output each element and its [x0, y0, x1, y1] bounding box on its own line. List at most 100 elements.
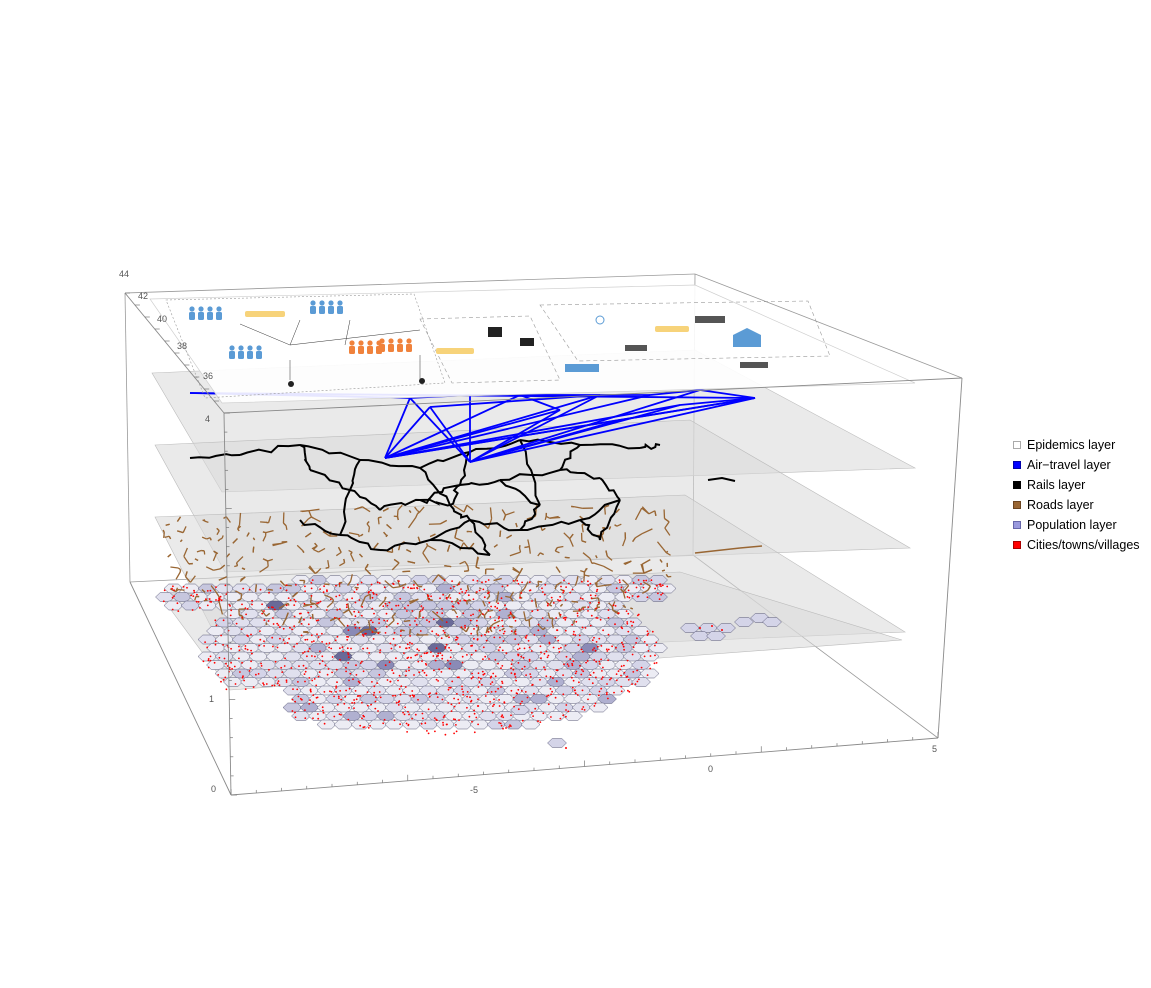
city-dot [513, 705, 515, 708]
city-dot [371, 596, 374, 599]
city-dot [325, 642, 328, 645]
city-dot [354, 623, 356, 626]
city-dot [293, 645, 295, 648]
road-segment [201, 589, 206, 593]
city-dot [497, 617, 500, 620]
road-segment [185, 576, 191, 583]
city-dot [197, 601, 200, 603]
rail-line [519, 504, 541, 531]
road-segment [444, 564, 452, 568]
city-dot [214, 619, 217, 622]
city-dot [542, 712, 545, 715]
rail-line [520, 519, 581, 531]
city-dot [344, 695, 347, 698]
city-dot [450, 710, 453, 712]
road-segment [298, 616, 303, 624]
city-dot [517, 688, 520, 691]
city-dot [587, 580, 589, 583]
x-tick-label: -5 [470, 785, 478, 795]
population-hex [257, 677, 277, 687]
city-dot [411, 717, 413, 720]
city-dot [302, 652, 304, 654]
city-dot [287, 597, 290, 599]
road-segment [179, 539, 183, 543]
city-dot [499, 629, 501, 632]
city-dot [607, 648, 610, 651]
city-dot [225, 662, 227, 665]
city-dot [347, 652, 349, 654]
city-dot [219, 595, 222, 598]
city-dot [399, 646, 401, 648]
road-segment [549, 515, 559, 519]
city-dot [289, 626, 291, 629]
city-dot [453, 697, 455, 700]
city-dot [263, 683, 265, 686]
population-hex [393, 677, 413, 687]
x-tick-label: 5 [932, 744, 937, 754]
city-dot [626, 621, 629, 623]
city-dot [600, 678, 603, 680]
city-dot [473, 637, 475, 640]
city-dot [456, 676, 459, 679]
city-dot [656, 584, 658, 587]
city-dot [448, 646, 450, 649]
city-dot [574, 634, 577, 636]
city-dot [515, 679, 517, 682]
city-dot [518, 647, 521, 650]
road-segment [238, 512, 242, 525]
city-dot [285, 604, 288, 607]
city-dot [497, 624, 500, 627]
city-dot [562, 693, 565, 696]
road-segment [194, 596, 197, 601]
building-icon [520, 338, 534, 346]
city-dot [464, 626, 466, 629]
road-segment [622, 591, 626, 599]
city-dot [333, 715, 336, 718]
city-dot [372, 694, 375, 696]
city-dot [327, 668, 330, 670]
city-dot [375, 696, 377, 699]
road-segment [539, 552, 544, 556]
city-dot [575, 620, 578, 623]
city-dot [533, 634, 536, 636]
person-icon [406, 338, 412, 344]
city-dot [562, 674, 564, 676]
population-hex [546, 694, 566, 704]
city-dot [386, 620, 389, 622]
city-dot [263, 645, 265, 647]
rail-line [299, 444, 311, 471]
city-dot [348, 679, 350, 682]
legend-label: Epidemics layer [1027, 438, 1116, 452]
city-dot [557, 599, 559, 601]
road-segment [260, 609, 267, 617]
city-dot [617, 612, 620, 614]
city-dot [578, 681, 580, 684]
city-dot [660, 585, 662, 588]
city-dot [514, 619, 517, 622]
city-dot [488, 591, 490, 594]
city-dot [555, 680, 558, 682]
city-dot [461, 655, 464, 658]
city-dot [428, 693, 430, 696]
city-dot [660, 593, 662, 596]
city-dot [439, 625, 442, 628]
rail-line [499, 479, 541, 506]
population-hex [418, 719, 439, 730]
city-dot [521, 668, 524, 670]
city-dot [594, 594, 597, 597]
road-segment [359, 553, 363, 558]
road-segment [313, 517, 322, 523]
city-dot [565, 747, 567, 749]
air-route [384, 406, 431, 459]
road-segment [348, 532, 359, 536]
city-dot [395, 604, 397, 607]
city-dot [449, 686, 452, 689]
city-dot [255, 673, 257, 676]
road-segment [164, 535, 170, 538]
city-dot [329, 598, 332, 601]
city-dot [393, 719, 396, 722]
road-segment [466, 504, 474, 511]
road-segment [359, 533, 364, 537]
city-dot [335, 687, 337, 689]
city-dot [565, 709, 567, 711]
